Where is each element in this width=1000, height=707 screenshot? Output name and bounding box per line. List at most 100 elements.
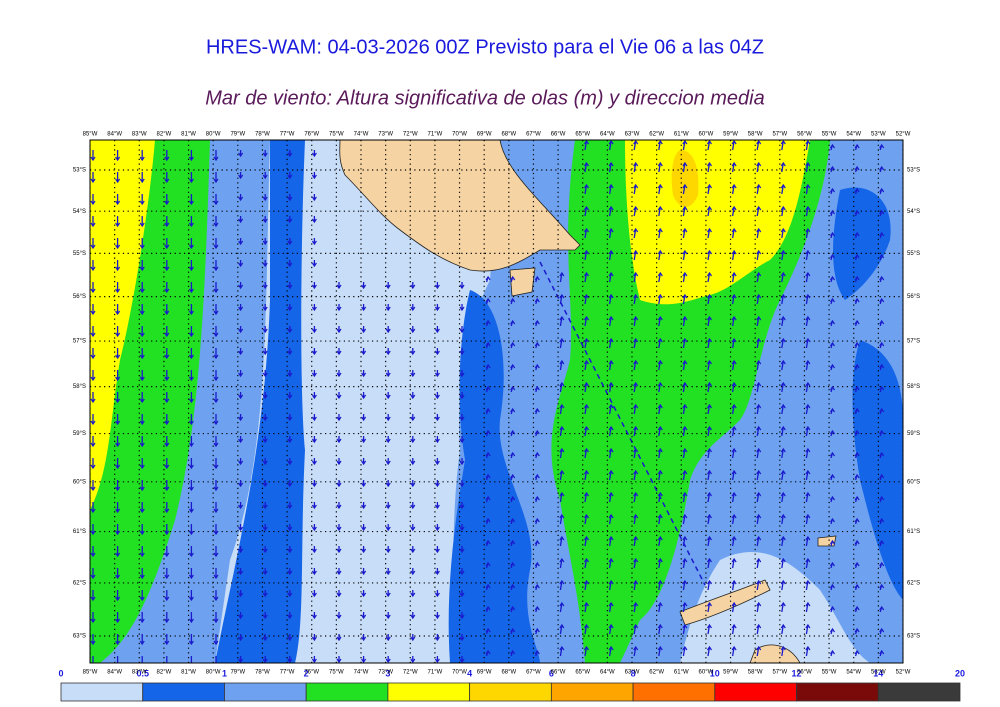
wave-arrow [731,338,735,349]
wave-arrow-head [90,464,96,470]
wave-arrow-head [559,403,565,409]
wave-arrow [731,272,735,283]
wave-arrow [584,404,588,415]
wave-arrow-head [707,403,712,409]
wave-arrow-head [510,605,516,611]
wave-arrow-head [164,354,170,360]
wave-arrow-head [707,469,712,475]
colorbar-label: 14 [873,668,883,678]
wave-arrow-head [534,275,540,281]
wave-arrow [805,338,809,349]
wave-arrow-head [336,416,342,422]
wave-arrow-head [608,425,614,431]
wave-arrow-head [830,297,835,303]
wave-arrow-head [559,359,565,365]
wave-arrow-head [608,293,614,299]
wave-arrow [707,250,711,261]
wave-arrow-head [657,337,663,343]
wave-arrow-head [115,486,121,492]
wave-arrow-head [830,407,835,413]
wave-arrow-head [510,407,516,413]
wave-arrow [781,426,784,437]
wave-arrow [658,162,661,173]
wave-arrow-head [707,271,712,277]
wave-arrow-head [485,363,491,369]
wave-arrow-head [805,535,811,541]
wave-arrow [756,140,760,151]
wave-arrow-head [361,592,367,598]
lon-label-top: 56°W [797,132,812,138]
lon-label-top: 69°W [477,132,492,138]
wave-arrow-head [879,253,885,259]
lon-label-top: 60°W [699,132,714,138]
wave-arrow [731,426,735,437]
wave-arrow-head [115,288,121,294]
wave-arrow-head [780,271,786,277]
lon-label-bottom: 53°W [871,670,886,676]
wave-arrow-head [854,605,860,611]
wave-arrow [584,360,588,371]
wave-arrow-head [287,416,293,422]
wave-arrow-head [434,328,440,334]
wave-arrow [781,624,784,635]
wave-arrow-head [311,416,317,422]
wave-arrow-head [608,513,614,519]
wave-arrow [608,602,612,613]
wave-arrow-head [633,359,639,365]
wave-arrow-head [805,140,811,145]
wave-arrow-head [805,293,811,299]
wave-arrow-head [534,319,540,325]
wave-arrow [608,228,612,239]
wave-arrow [781,646,784,657]
wave-arrow-head [780,183,786,189]
wave-arrow [731,448,735,459]
wave-arrow-head [115,552,121,558]
wave-arrow-head [311,196,317,202]
wave-arrow [756,206,760,217]
wave-arrow-head [188,310,194,316]
wave-arrow-head [385,284,391,290]
wave-arrow-head [608,535,614,541]
wave-arrow-head [188,640,194,646]
wave-arrow-head [682,469,688,475]
lat-label-right: 61°S [907,529,920,535]
colorbar-label: 4 [467,668,472,678]
wave-arrow-head [657,535,663,541]
wave-arrow-head [830,539,835,545]
wave-arrow-head [780,403,786,409]
wave-arrow-head [608,249,614,255]
wave-arrow-head [213,464,219,470]
lon-label-top: 74°W [354,132,369,138]
wave-arrow-head [510,297,516,303]
wave-arrow [756,624,760,635]
wave-arrow [805,426,809,437]
wave-arrow-head [213,376,219,382]
wave-arrow-head [213,552,219,558]
wave-arrow [781,448,784,459]
wave-arrow [756,448,760,459]
lon-label-bottom: 79°W [230,670,245,676]
wave-arrow [584,558,588,569]
wave-arrow-head [188,552,194,558]
wave-arrow-head [559,645,565,651]
wave-arrow-head [830,495,835,501]
wave-arrow-head [434,548,440,554]
wave-arrow-head [238,592,244,598]
wave-arrow-head [287,328,293,334]
wave-arrow [707,140,711,151]
wave-arrow-head [164,266,170,272]
wave-arrow-head [213,508,219,514]
wave-arrow-head [434,284,440,290]
wave-arrow [608,448,612,459]
wave-arrow-head [361,460,367,466]
wave-arrow-head [287,152,293,158]
wave-arrow-head [805,557,811,563]
wave-arrow-head [410,394,416,400]
wave-arrow-head [262,460,268,466]
wave-arrow [608,294,612,305]
wave-arrow-head [707,161,712,167]
wave-arrow [633,448,637,459]
wave-arrow [731,360,735,371]
wave-arrow-head [780,513,786,519]
